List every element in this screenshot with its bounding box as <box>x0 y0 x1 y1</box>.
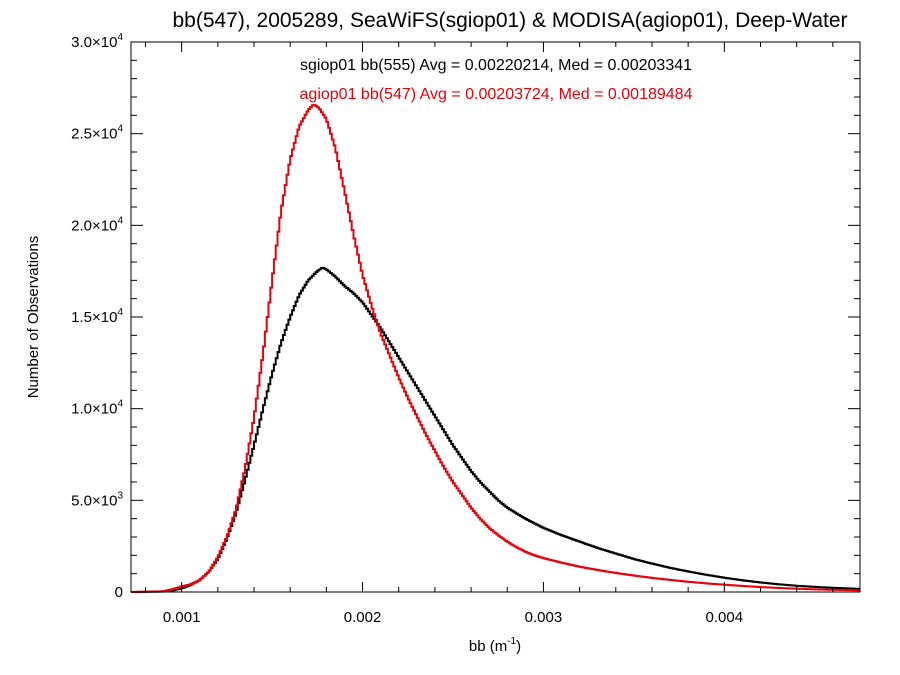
axes-layer: 0.001 0.002 0.003 0.004 0 5.0×103 1.0×104 1.5×1… <box>71 32 860 626</box>
series-layer <box>131 103 860 593</box>
annotation-agiop01: agiop01 bb(547) Avg = 0.00203724, Med = … <box>300 86 693 103</box>
annotation-sgiop01: sgiop01 bb(555) Avg = 0.00220214, Med = … <box>300 57 692 74</box>
series-1-line <box>131 103 860 593</box>
series-0-line <box>131 266 860 593</box>
y-tick-label: 2.5×104 <box>71 124 123 143</box>
x-tick-label: 0.001 <box>163 609 201 626</box>
x-axis-label: bb (m-1) <box>469 636 521 655</box>
y-tick-label: 1.0×104 <box>71 399 123 418</box>
y-tick-label: 3.0×104 <box>71 32 123 51</box>
x-tick-label: 0.003 <box>525 609 563 626</box>
y-tick-label: 5.0×103 <box>71 490 123 509</box>
y-tick-label: 1.5×104 <box>71 307 123 326</box>
plot-frame <box>130 41 861 593</box>
x-tick-label: 0.004 <box>706 609 744 626</box>
x-tick-label: 0.002 <box>344 609 382 626</box>
chart-title: bb(547), 2005289, SeaWiFS(sgiop01) & MOD… <box>172 9 847 32</box>
y-tick-label: 0 <box>115 584 123 601</box>
y-axis-label: Number of Observations <box>25 236 42 399</box>
y-tick-label: 2.0×104 <box>71 215 123 234</box>
